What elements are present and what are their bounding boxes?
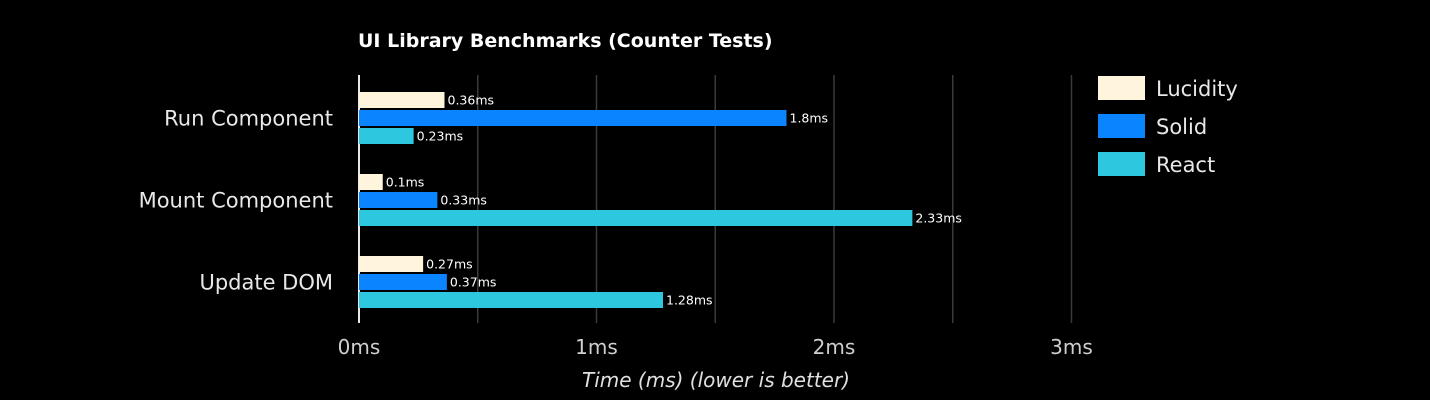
- bar-value-label: 2.33ms: [915, 211, 962, 226]
- bar-value-label: 0.33ms: [440, 193, 487, 208]
- legend: Lucidity Solid React: [1098, 76, 1238, 177]
- bars: 0.36ms 1.8ms 0.23ms 0.1ms 0.33ms 2.33ms 0.27ms…: [359, 92, 962, 308]
- bar-value-label: 0.23ms: [417, 129, 464, 144]
- bar-value-label: 0.1ms: [386, 175, 425, 190]
- x-tick-label: 0ms: [338, 335, 381, 359]
- x-tick-labels: 0ms 1ms 2ms 3ms: [338, 335, 1093, 359]
- bar: [359, 210, 913, 226]
- bar: [359, 110, 787, 126]
- bar: [359, 274, 447, 290]
- x-tick-label: 1ms: [575, 335, 618, 359]
- bar-value-label: 0.36ms: [448, 93, 495, 108]
- bar: [359, 92, 445, 108]
- bar: [359, 128, 414, 144]
- category-label: Run Component: [164, 107, 333, 131]
- x-tick-label: 3ms: [1050, 335, 1093, 359]
- category-label: Update DOM: [199, 271, 333, 295]
- chart-title: UI Library Benchmarks (Counter Tests): [358, 30, 773, 52]
- bar-value-label: 1.28ms: [666, 293, 713, 308]
- category-label: Mount Component: [139, 189, 333, 213]
- category-labels: Run Component Mount Component Update DOM: [139, 107, 333, 295]
- legend-swatch: [1098, 76, 1145, 100]
- bar-value-label: 0.37ms: [450, 275, 497, 290]
- legend-label: Solid: [1156, 115, 1207, 139]
- legend-swatch: [1098, 152, 1145, 176]
- x-tick-label: 2ms: [813, 335, 856, 359]
- bar: [359, 256, 424, 272]
- bar: [359, 292, 663, 308]
- x-axis-label: Time (ms) (lower is better): [582, 368, 850, 392]
- legend-swatch: [1098, 114, 1145, 138]
- legend-label: Lucidity: [1156, 77, 1238, 101]
- legend-label: React: [1156, 153, 1215, 177]
- bar: [359, 174, 383, 190]
- bar: [359, 192, 438, 208]
- bar-value-label: 0.27ms: [426, 257, 473, 272]
- bar-value-label: 1.8ms: [790, 111, 829, 126]
